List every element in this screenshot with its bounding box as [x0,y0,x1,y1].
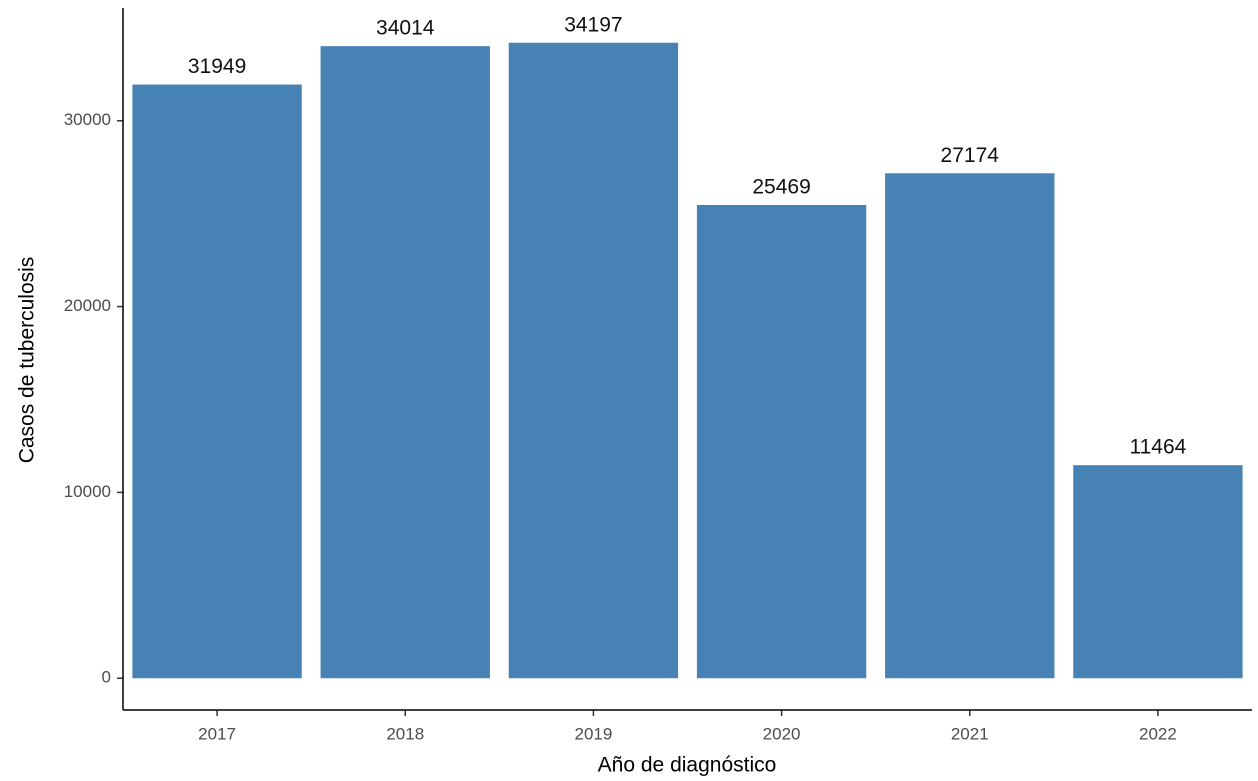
bar [508,42,679,679]
data-label: 11464 [1129,436,1186,459]
data-label: 27174 [941,144,1000,167]
y-tick-label: 0 [102,668,111,687]
y-tick-label: 20000 [64,296,111,315]
x-tick-label: 2020 [763,724,801,743]
y-tick-label: 10000 [64,482,111,501]
data-label: 34197 [564,13,622,36]
x-tick-label: 2021 [951,724,989,743]
y-axis-title: Casos de tuberculosis [16,257,39,464]
y-tick-label: 30000 [64,110,111,129]
bar [132,84,302,679]
x-tick-label: 2019 [575,724,613,743]
x-tick-label: 2018 [386,724,424,743]
data-label: 25469 [752,176,810,199]
data-label: 31949 [188,55,246,78]
data-label: 34014 [376,17,435,40]
x-tick-label: 2017 [198,724,236,743]
bar [320,46,490,679]
x-tick-label: 2022 [1139,724,1177,743]
x-axis-title: Año de diagnóstico [598,754,777,777]
bar [885,173,1055,679]
bar [1073,465,1243,679]
bar [696,204,867,679]
